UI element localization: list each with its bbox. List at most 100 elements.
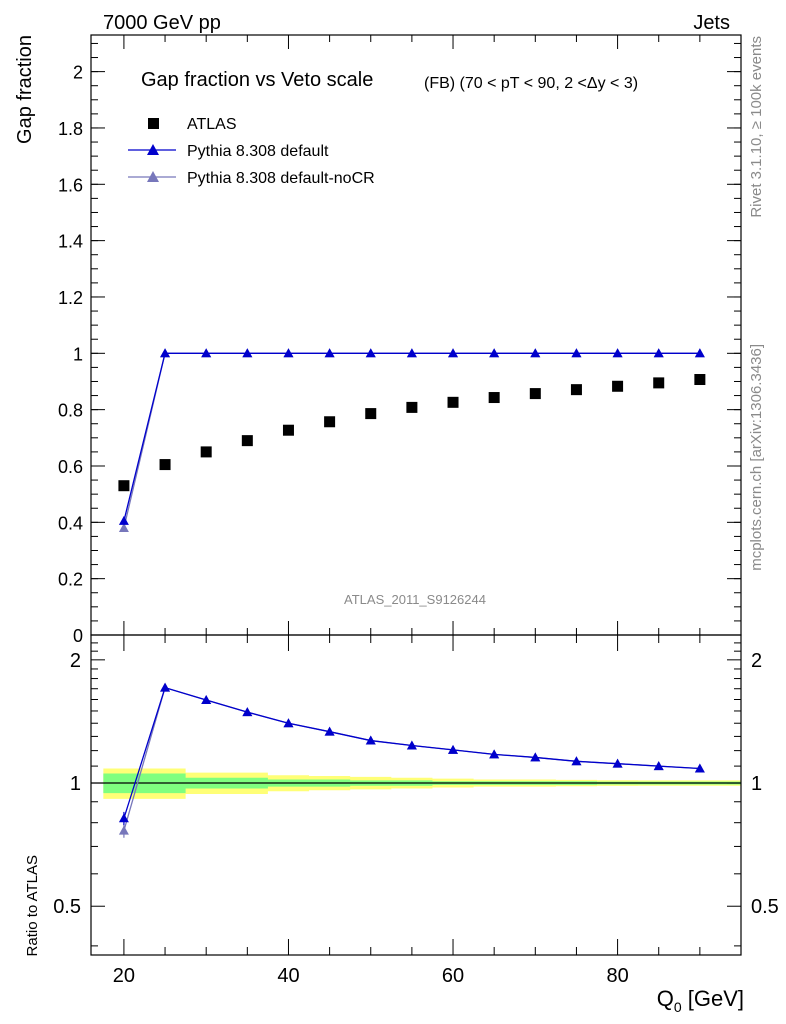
atlas-data-point: [324, 416, 336, 428]
main-y-tick-label: 0.8: [58, 401, 83, 421]
main-series-marker-1: [571, 348, 582, 358]
header-left: 7000 GeV pp: [103, 12, 221, 34]
legend-label-nocr: Pythia 8.308 default-noCR: [187, 170, 375, 187]
main-subtitle: (FB) (70 < pT < 90, 2 <Δy < 3): [424, 75, 638, 92]
mcplots-label: mcplots.cern.ch [arXiv:1306.3436]: [748, 344, 765, 571]
atlas-data-point: [406, 401, 418, 413]
ratio-frame: [90, 634, 742, 956]
ratio-series-marker-0: [489, 749, 500, 759]
main-axis-ticks: 0 0.2 0.4 0.6 0.8 1 1.2 1.4 1.6 1.8 2: [58, 35, 742, 646]
main-series-marker-1: [448, 348, 459, 358]
main-y-tick-label: 1.6: [58, 175, 83, 195]
ratio-series-marker-0: [571, 756, 582, 766]
atlas-data-point: [612, 380, 624, 392]
ratio-series-marker-0: [694, 763, 705, 773]
main-y-tick-label: 0.2: [58, 570, 83, 590]
main-series-marker-1: [489, 348, 500, 358]
main-y-tick-label: 2: [73, 63, 83, 83]
main-series-line-1: [123, 352, 700, 522]
main-series-marker-1: [201, 348, 212, 358]
main-series-marker-1: [406, 348, 417, 358]
ratio-series-line-1: [123, 686, 700, 831]
ratio-series-marker-0: [612, 758, 623, 768]
ratio-series-marker-0: [406, 740, 417, 750]
x-axis-label-unit: [GeV]: [682, 986, 744, 1011]
main-y-tick-label: 1.4: [58, 232, 83, 252]
ratio-series-marker-0: [160, 682, 171, 692]
ratio-series-marker-1: [118, 825, 129, 835]
main-series-marker-1: [530, 348, 541, 358]
ratio-uncertainty-band: [91, 768, 741, 799]
ratio-series-marker-0: [283, 718, 294, 728]
ratio-y-label: Ratio to ATLAS: [24, 855, 41, 956]
atlas-data-point: [447, 396, 459, 408]
main-series-line-2: [123, 352, 700, 529]
atlas-data-point: [241, 435, 253, 447]
ratio-y-tick-label-right: 1: [751, 773, 762, 795]
main-y-label: Gap fraction: [14, 35, 36, 144]
main-y-tick-label: 1: [73, 344, 83, 364]
atlas-data-point: [570, 384, 582, 396]
ratio-series-marker-0: [653, 761, 664, 771]
legend-marker-atlas: [148, 118, 159, 129]
main-series-marker-1: [283, 348, 294, 358]
main-title: Gap fraction vs Veto scale: [141, 69, 373, 91]
legend: ATLAS Pythia 8.308 default Pythia 8.308 …: [128, 116, 375, 187]
main-series-marker-1: [612, 348, 623, 358]
atlas-data-point: [282, 424, 294, 436]
ratio-panel: 0.5 0.5 1 1 2 2 20 40 60 80 Ratio to ATLAS Q0 [Ge…: [24, 634, 779, 1015]
ratio-series-line-0: [123, 686, 700, 819]
main-series: [118, 348, 706, 532]
atlas-data-point: [200, 446, 212, 458]
ratio-y-tick-label: 1: [70, 773, 81, 795]
rivet-label: Rivet 3.1.10, ≥ 100k events: [748, 36, 765, 218]
ratio-series-marker-0: [324, 726, 335, 736]
main-series-marker-1: [242, 348, 253, 358]
ratio-y-tick-label: 2: [70, 650, 81, 672]
ratio-series-marker-0: [448, 744, 459, 754]
ratio-series-marker-0: [118, 813, 129, 823]
atlas-data-point: [365, 408, 377, 420]
x-axis-label: Q0 [GeV]: [657, 986, 744, 1015]
main-y-tick-label: 0.4: [58, 513, 83, 533]
main-y-tick-label: 0.6: [58, 457, 83, 477]
main-series-marker-1: [694, 348, 705, 358]
atlas-data-point: [159, 459, 171, 471]
legend-marker-default: [147, 144, 159, 155]
ratio-series-marker-0: [365, 735, 376, 745]
main-series-marker-1: [365, 348, 376, 358]
ratio-axis-ticks: 0.5 0.5 1 1 2 2 20 40 60 80: [53, 635, 779, 987]
x-axis-label-subscript: 0: [674, 999, 682, 1015]
analysis-watermark: ATLAS_2011_S9126244: [344, 592, 486, 607]
header-right: Jets: [693, 12, 730, 34]
ratio-y-tick-label: 0.5: [53, 896, 81, 918]
ratio-series-marker-0: [530, 752, 541, 762]
atlas-data-point: [488, 392, 500, 404]
x-axis-label-symbol: Q: [657, 986, 674, 1011]
main-series-marker-1: [118, 515, 129, 525]
main-series-marker-2: [118, 522, 129, 532]
x-tick-label: 40: [277, 965, 299, 987]
main-panel: 0 0.2 0.4 0.6 0.8 1 1.2 1.4 1.6 1.8 2 Gap fraction…: [14, 34, 742, 646]
atlas-data-point: [653, 377, 665, 389]
legend-label-default: Pythia 8.308 default: [187, 143, 329, 160]
atlas-data-point: [118, 480, 130, 492]
x-tick-label: 80: [606, 965, 628, 987]
x-tick-label: 20: [113, 965, 135, 987]
atlas-data-point: [529, 388, 541, 400]
main-series-marker-1: [324, 348, 335, 358]
legend-marker-nocr: [147, 171, 159, 182]
ratio-y-tick-label-right: 0.5: [751, 896, 779, 918]
main-y-tick-label: 1.2: [58, 288, 83, 308]
atlas-data-point: [694, 374, 706, 386]
main-series-marker-1: [160, 348, 171, 358]
ratio-series-marker-0: [201, 695, 212, 705]
x-tick-label: 60: [442, 965, 464, 987]
ratio-y-tick-label-right: 2: [751, 650, 762, 672]
main-series-marker-1: [653, 348, 664, 358]
ratio-series-marker-0: [242, 707, 253, 717]
ratio-series: [118, 682, 705, 838]
legend-label-atlas: ATLAS: [187, 116, 237, 133]
main-y-tick-label: 0: [73, 626, 83, 646]
